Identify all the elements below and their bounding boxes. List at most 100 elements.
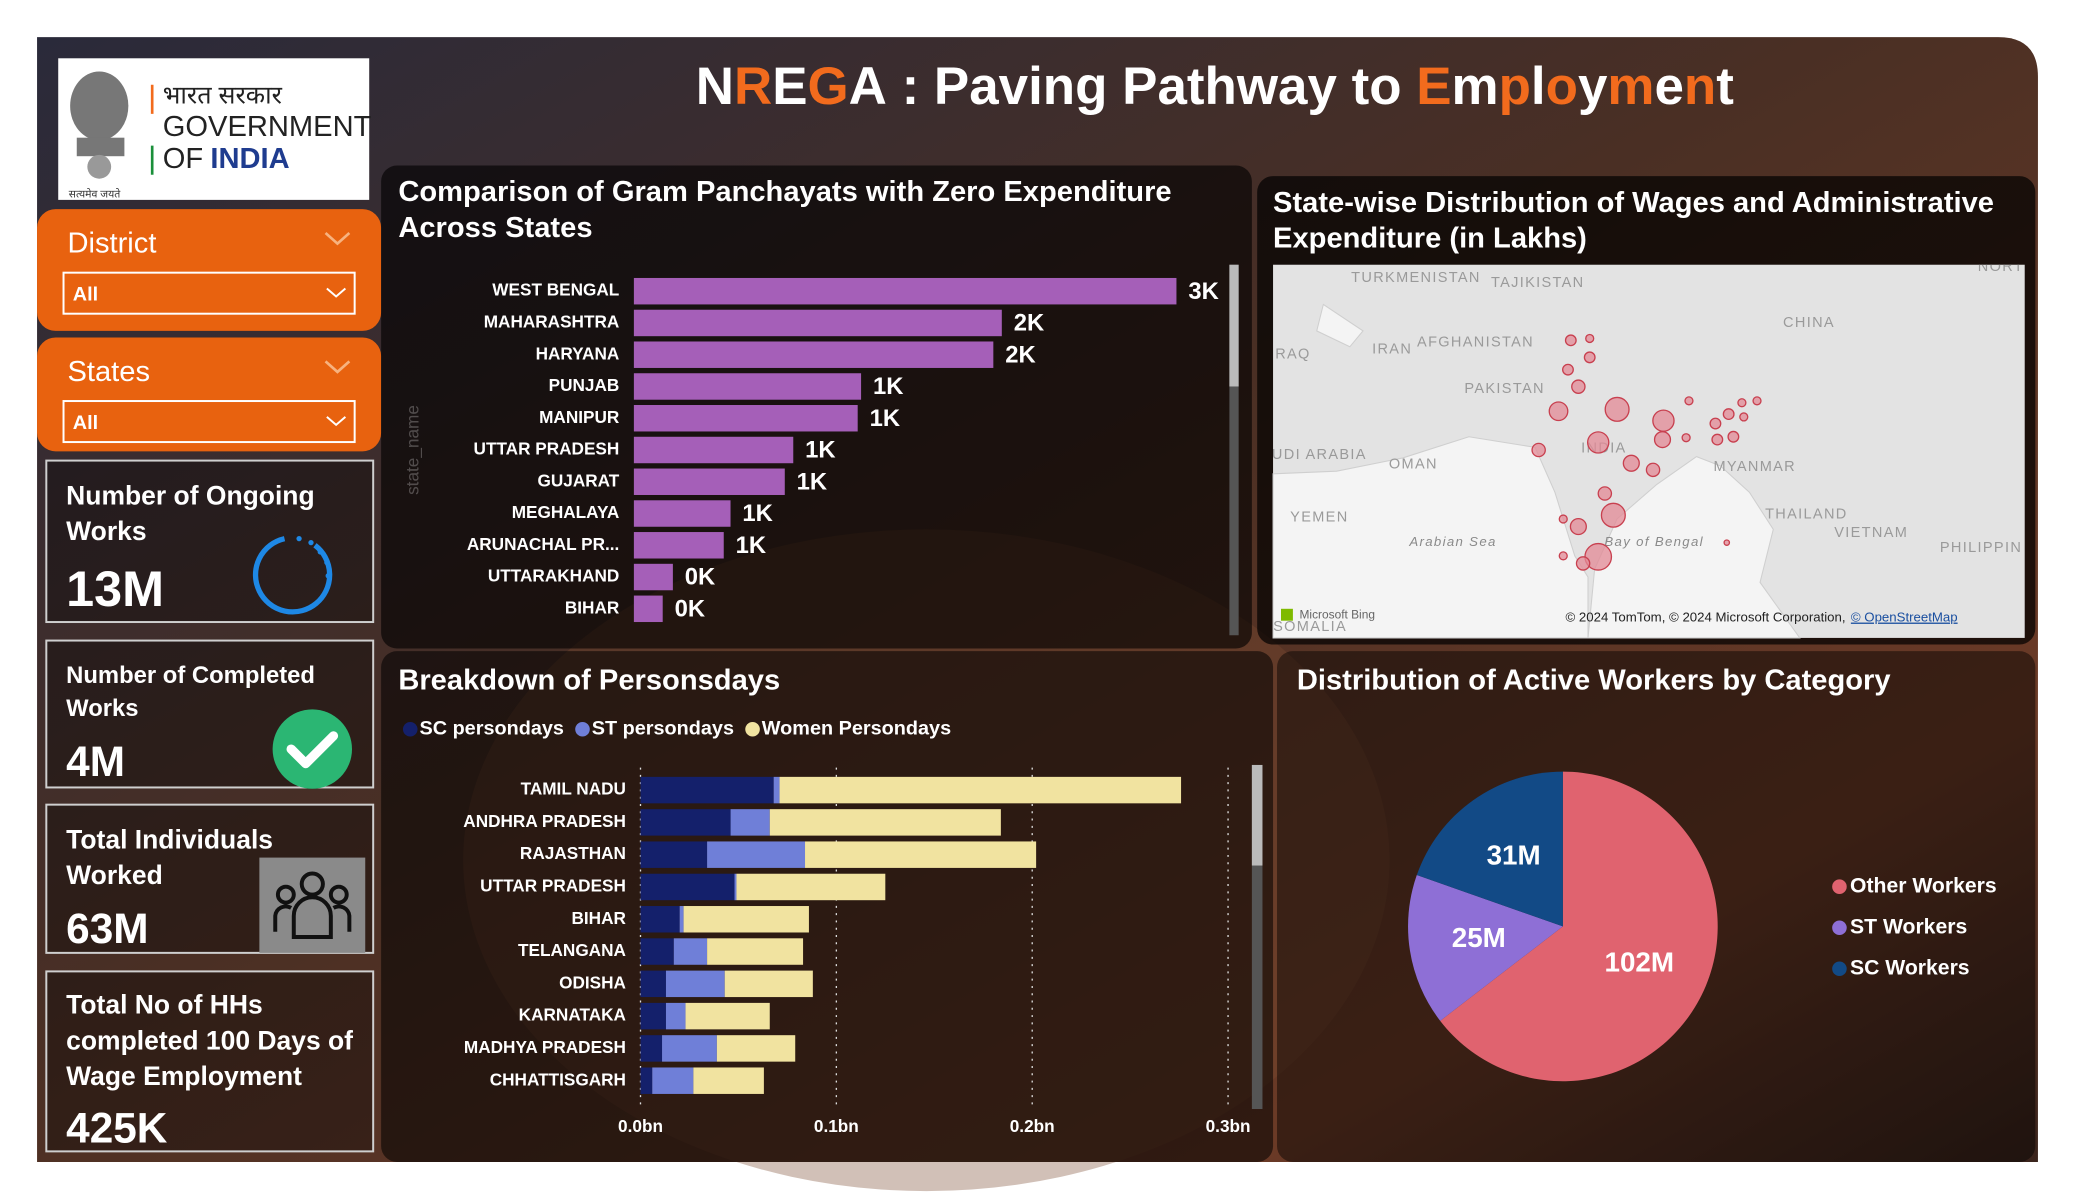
data-label: 1K bbox=[873, 373, 903, 400]
bar-segment bbox=[685, 1002, 770, 1030]
map-label: NORT bbox=[1978, 259, 2024, 275]
bubble bbox=[1600, 502, 1626, 528]
scrollbar[interactable] bbox=[1229, 264, 1239, 636]
y-tick-label: KARNATAKA bbox=[519, 1005, 626, 1025]
bubble bbox=[1645, 462, 1661, 478]
bubble bbox=[1684, 396, 1694, 406]
x-tick-label: 0.1bn bbox=[814, 1116, 859, 1136]
map: TURKMENISTAN TAJIKISTAN IRAQ IRAN AFGHANISTA… bbox=[1272, 259, 2024, 635]
main-title: NREGA : Paving Pathway to Employment bbox=[696, 57, 1734, 116]
bubble bbox=[1571, 379, 1586, 394]
bar-segment bbox=[736, 873, 886, 901]
filter-district[interactable]: District All bbox=[37, 209, 382, 331]
bar-segment bbox=[640, 970, 666, 998]
y-tick-label: ODISHA bbox=[559, 972, 626, 992]
x-tick-label: 0.2bn bbox=[1010, 1116, 1055, 1136]
data-label: 0K bbox=[685, 564, 715, 591]
title-part: E bbox=[1416, 57, 1451, 116]
data-label: 0K bbox=[675, 595, 705, 622]
bar-segment bbox=[665, 1002, 686, 1030]
bar-segment bbox=[640, 906, 680, 933]
title-part: e bbox=[1654, 57, 1683, 116]
scrollbar-thumb[interactable] bbox=[1229, 264, 1239, 387]
bar-segment bbox=[730, 809, 770, 836]
bubble bbox=[1652, 409, 1675, 432]
data-label: 1K bbox=[736, 532, 766, 559]
kpi-card: Number of Ongoing Works 13M bbox=[45, 459, 375, 624]
pie-slice bbox=[1408, 875, 1563, 1021]
bar bbox=[633, 500, 731, 527]
title-part: o bbox=[1546, 57, 1578, 116]
bing-logo bbox=[1280, 608, 1293, 621]
data-label: 102M bbox=[1605, 946, 1675, 977]
map-label: PAKISTAN bbox=[1464, 381, 1544, 397]
bubble bbox=[1586, 431, 1610, 454]
logo-rule bbox=[150, 145, 154, 175]
dropdown[interactable] bbox=[62, 271, 356, 315]
title-part: R bbox=[734, 57, 772, 116]
kpi-value: 63M bbox=[66, 905, 148, 952]
bubble bbox=[1558, 551, 1568, 561]
y-tick-label: HARYANA bbox=[536, 343, 620, 363]
dropdown[interactable] bbox=[62, 400, 356, 444]
y-tick-label: RAJASTHAN bbox=[520, 843, 626, 863]
logo-rule bbox=[150, 84, 154, 114]
map-attribution-link[interactable]: © OpenStreetMap bbox=[1851, 610, 1958, 625]
filter-states[interactable]: States All bbox=[37, 337, 382, 452]
legend-label: ST persondays bbox=[592, 717, 734, 739]
bar bbox=[633, 468, 785, 495]
y-tick-label: GUJARAT bbox=[538, 470, 620, 490]
scrollbar[interactable] bbox=[1251, 764, 1263, 1110]
bar-segment bbox=[773, 776, 780, 804]
y-tick-label: UTTARAKHAND bbox=[488, 566, 619, 586]
map-label: UDI ARABIA bbox=[1272, 447, 1367, 463]
map-label: YEMEN bbox=[1290, 509, 1348, 525]
legend-marker bbox=[1832, 920, 1847, 936]
check-icon bbox=[272, 709, 353, 789]
title-part: G bbox=[808, 57, 849, 116]
bar-segment bbox=[640, 1002, 666, 1030]
bar-segment bbox=[640, 841, 708, 868]
bar-segment bbox=[640, 1035, 663, 1062]
kpi-value: 13M bbox=[66, 560, 164, 617]
bar-segment bbox=[652, 1067, 694, 1094]
filter-value: All bbox=[73, 283, 98, 305]
map-label: CHINA bbox=[1783, 315, 1835, 331]
pie-slice bbox=[1416, 771, 1563, 927]
title-part: t bbox=[1716, 57, 1734, 116]
bubble bbox=[1575, 556, 1591, 571]
kpi-label: Total Individuals Worked bbox=[66, 825, 274, 891]
kpi-label: Total No of HHs completed 100 Days of Wa… bbox=[66, 991, 354, 1092]
y-tick-label: PUNJAB bbox=[549, 375, 620, 395]
bubble bbox=[1737, 398, 1747, 408]
logo-hindi: भारत सरकार bbox=[163, 81, 283, 109]
chart-title: Breakdown of Personsdays bbox=[398, 663, 781, 697]
bubble bbox=[1562, 363, 1574, 376]
y-tick-label: ARUNACHAL PR... bbox=[467, 534, 619, 554]
y-tick-label: TELANGANA bbox=[518, 940, 626, 960]
map-label: MYANMAR bbox=[1713, 459, 1796, 475]
bar bbox=[633, 563, 673, 591]
spinner-dots bbox=[296, 536, 331, 579]
bubble bbox=[1558, 514, 1568, 524]
pie-slice bbox=[1440, 771, 1718, 1082]
scrollbar-thumb[interactable] bbox=[1251, 764, 1263, 866]
logo-motto: सत्यमेव जयते bbox=[69, 187, 121, 200]
filter-value: All bbox=[73, 412, 98, 434]
bar-segment bbox=[779, 776, 1182, 804]
map-attribution: Microsoft Bing bbox=[1300, 608, 1375, 622]
map-label: IRAN bbox=[1372, 341, 1412, 357]
data-label: 3K bbox=[1188, 278, 1218, 305]
bar-segment bbox=[640, 809, 731, 836]
bubble bbox=[1723, 539, 1731, 546]
map-label: OMAN bbox=[1389, 456, 1438, 472]
title-part: E bbox=[772, 57, 807, 116]
y-tick-label: BIHAR bbox=[565, 597, 620, 617]
bubble bbox=[1564, 334, 1577, 347]
bubble bbox=[1604, 396, 1630, 422]
bar-segment bbox=[693, 1067, 764, 1094]
data-label: 2K bbox=[1005, 341, 1035, 368]
y-tick-label: UTTAR PRADESH bbox=[480, 876, 626, 896]
chevron bbox=[326, 416, 347, 427]
